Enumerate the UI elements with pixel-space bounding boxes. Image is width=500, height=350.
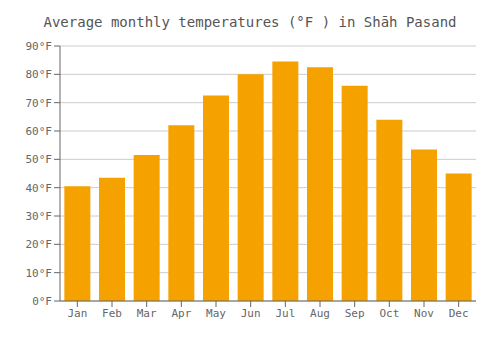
svg-text:0°F: 0°F xyxy=(32,295,52,308)
svg-text:Mar: Mar xyxy=(137,307,157,320)
svg-text:50°F: 50°F xyxy=(26,153,53,166)
svg-text:10°F: 10°F xyxy=(26,267,53,280)
svg-text:Jan: Jan xyxy=(67,307,87,320)
svg-text:Dec: Dec xyxy=(449,307,469,320)
svg-text:Oct: Oct xyxy=(379,307,399,320)
svg-text:90°F: 90°F xyxy=(26,40,53,53)
svg-text:May: May xyxy=(206,307,226,320)
svg-text:30°F: 30°F xyxy=(26,210,53,223)
svg-text:Jun: Jun xyxy=(241,307,261,320)
svg-text:Nov: Nov xyxy=(414,307,434,320)
svg-text:80°F: 80°F xyxy=(26,68,53,81)
svg-text:Aug: Aug xyxy=(310,307,330,320)
svg-text:Apr: Apr xyxy=(171,307,191,320)
svg-text:Sep: Sep xyxy=(345,307,365,320)
svg-text:70°F: 70°F xyxy=(26,97,53,110)
svg-text:40°F: 40°F xyxy=(26,182,53,195)
svg-text:Feb: Feb xyxy=(102,307,122,320)
svg-text:Jul: Jul xyxy=(275,307,295,320)
html-text:Average monthly temperatures (: Average monthly temperatures (°F ) in Sh… xyxy=(43,14,457,30)
svg-text:20°F: 20°F xyxy=(26,238,53,251)
svg-text:60°F: 60°F xyxy=(26,125,53,138)
